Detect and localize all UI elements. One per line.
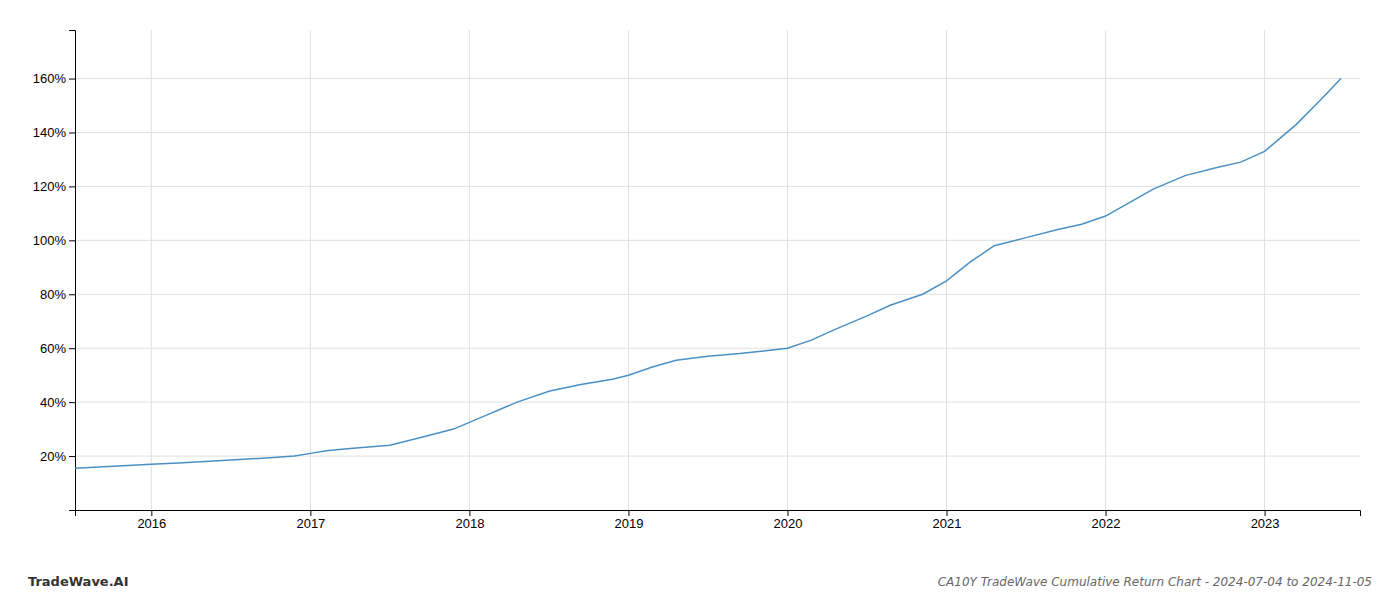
y-tick-label: 120% [33, 179, 67, 194]
x-tick: 2020 [774, 510, 803, 531]
y-tick: 140% [33, 125, 75, 140]
grid-line-x [946, 30, 947, 510]
grid-line-y [75, 456, 1360, 457]
grid-line-x [1264, 30, 1265, 510]
x-tick-mark [469, 510, 470, 516]
grid [75, 30, 1360, 510]
x-tick-label: 2017 [296, 516, 325, 531]
y-tick-mark [69, 402, 75, 403]
grid-line-y [75, 348, 1360, 349]
x-tick-mark [310, 510, 311, 516]
grid-line-x [628, 30, 629, 510]
x-tick-mark [787, 510, 788, 516]
y-tick: 160% [33, 71, 75, 86]
line [75, 79, 1341, 469]
grid-line-y [75, 240, 1360, 241]
y-tick-mark [69, 186, 75, 187]
x-tick: 2023 [1251, 510, 1280, 531]
grid-line-x [310, 30, 311, 510]
grid-line-y [75, 78, 1360, 79]
grid-line-y [75, 294, 1360, 295]
y-tick-mark [69, 240, 75, 241]
grid-line-y [75, 186, 1360, 187]
y-tick-mark [69, 348, 75, 349]
x-tick-label: 2021 [933, 516, 962, 531]
y-tick-label: 20% [40, 449, 66, 464]
grid-line-y [75, 132, 1360, 133]
y-tick-label: 140% [33, 125, 67, 140]
y-tick-mark [69, 79, 75, 80]
y-tick: 100% [33, 233, 75, 248]
y-tick-label: 40% [40, 395, 66, 410]
y-tick-mark [69, 456, 75, 457]
title: CA10Y TradeWave Cumulative Return Chart … [938, 575, 1372, 589]
x-axis-line [76, 511, 1361, 517]
x-tick-mark [1265, 510, 1266, 516]
x-tick-mark [628, 510, 629, 516]
y-axis-line [69, 31, 76, 511]
x-tick: 2017 [296, 510, 325, 531]
x-tick-label: 2023 [1251, 516, 1280, 531]
y-tick: 120% [33, 179, 75, 194]
y-tick: 40% [40, 395, 75, 410]
plot-area: 2016 2017 2018 2019 2020 2021 2022 2023 20% 40% 60… [33, 30, 1361, 531]
y-tick-label: 100% [33, 233, 67, 248]
chart-container: 2016 2017 2018 2019 2020 2021 2022 2023 20% 40% 60… [0, 0, 1400, 600]
x-tick-mark [947, 510, 948, 516]
x-tick-mark [1106, 510, 1107, 516]
x-tick-label: 2022 [1092, 516, 1121, 531]
y-tick-mark [69, 294, 75, 295]
x-tick-label: 2020 [774, 516, 803, 531]
x-tick-label: 2018 [455, 516, 484, 531]
y-tick-mark [69, 132, 75, 133]
chart-svg: 2016 2017 2018 2019 2020 2021 2022 2023 20% 40% 60… [0, 0, 1400, 600]
x-tick: 2018 [455, 510, 484, 531]
grid-line-x [151, 30, 152, 510]
x-tick: 2016 [137, 510, 166, 531]
y-tick: 60% [40, 341, 75, 356]
watermark: TradeWave.AI [28, 574, 129, 589]
grid-line-x [787, 30, 788, 510]
grid-line-y [75, 402, 1360, 403]
x-axis: 2016 2017 2018 2019 2020 2021 2022 2023 [76, 510, 1361, 531]
x-tick: 2022 [1092, 510, 1121, 531]
x-tick-label: 2016 [137, 516, 166, 531]
y-axis: 20% 40% 60% 80% 100% 120% 140% 160% [33, 31, 76, 511]
y-tick-label: 160% [33, 71, 67, 86]
grid-line-x [1105, 30, 1106, 510]
y-tick-label: 60% [40, 341, 66, 356]
x-tick-label: 2019 [614, 516, 643, 531]
x-tick: 2019 [614, 510, 643, 531]
y-tick-label: 80% [40, 287, 66, 302]
grid-line-x [469, 30, 470, 510]
x-tick: 2021 [933, 510, 962, 531]
y-tick: 20% [40, 449, 75, 464]
x-tick-mark [151, 510, 152, 516]
y-tick: 80% [40, 287, 75, 302]
marks [75, 79, 1341, 469]
